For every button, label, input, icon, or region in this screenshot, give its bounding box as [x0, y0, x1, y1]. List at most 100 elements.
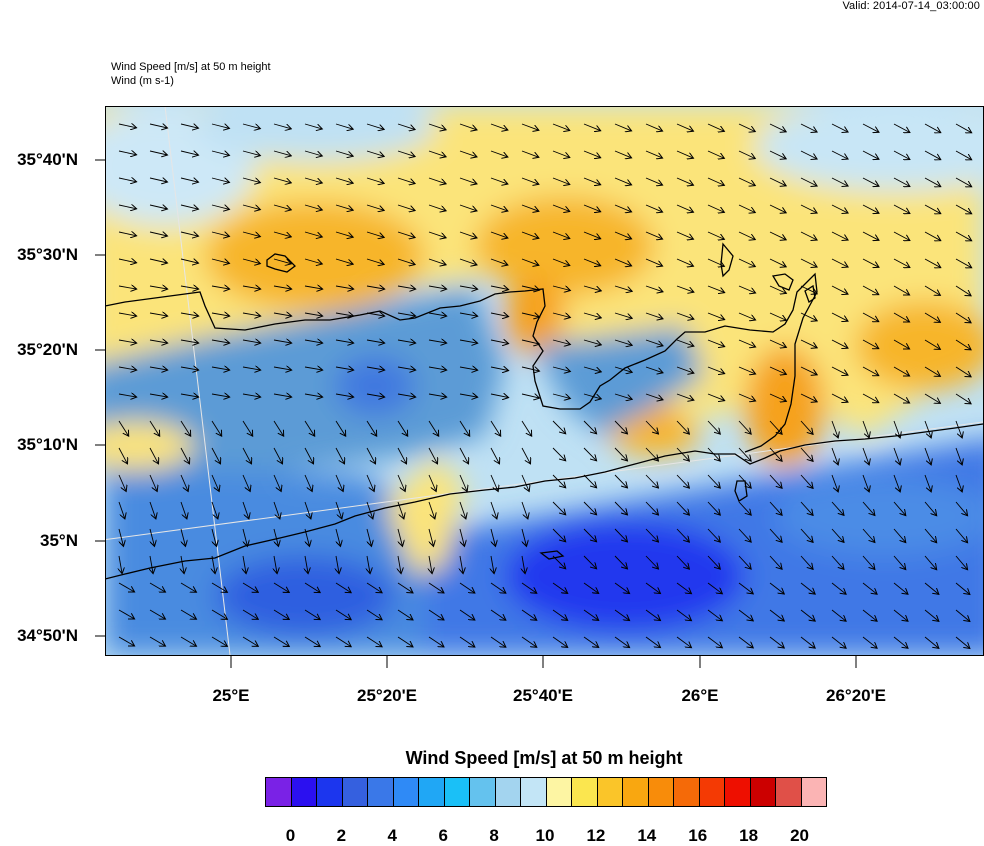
wind-arrow	[769, 582, 784, 594]
wind-arrow	[149, 420, 160, 436]
wind-arrow	[800, 609, 815, 621]
wind-arrow	[769, 366, 786, 374]
wind-arrow	[893, 231, 910, 241]
wind-arrow	[955, 528, 968, 543]
wind-arrow	[521, 501, 528, 519]
wind-arrow	[211, 474, 219, 492]
wind-arrow	[614, 474, 628, 488]
wind-arrow	[397, 313, 416, 316]
wind-arrow	[397, 609, 413, 620]
wind-arrow	[893, 420, 900, 438]
wind-arrow	[119, 555, 122, 574]
wind-arrow	[242, 501, 249, 519]
wind-arrow	[676, 393, 694, 400]
wind-arrow	[614, 582, 630, 594]
wind-arrow	[149, 501, 156, 519]
wind-arrow	[366, 367, 385, 370]
legend-label: 0	[285, 826, 296, 845]
legend-swatch	[623, 778, 649, 806]
wind-vectors	[119, 124, 972, 649]
wind-arrow	[800, 393, 817, 402]
wind-arrow	[273, 340, 292, 343]
wind-arrow	[242, 258, 260, 264]
wind-arrow	[459, 528, 465, 546]
wind-arrow	[583, 312, 601, 318]
wind-arrow	[521, 286, 540, 290]
wind-arrow	[645, 582, 661, 594]
wind-arrow	[211, 178, 230, 182]
wind-arrow	[521, 340, 540, 344]
wind-arrow	[366, 447, 376, 464]
wind-arrow	[955, 609, 970, 622]
wind-arrow	[924, 123, 941, 133]
wind-arrow	[676, 636, 692, 648]
wind-arrow	[738, 636, 753, 648]
legend-label: 18	[739, 826, 759, 845]
legend-swatch	[750, 778, 776, 806]
wind-arrow	[118, 420, 129, 436]
wind-arrow	[955, 339, 971, 350]
wind-arrow	[304, 231, 322, 237]
wind-arrow	[893, 312, 910, 322]
wind-arrow	[212, 555, 215, 574]
wind-arrow	[893, 393, 910, 403]
wind-arrow	[583, 231, 601, 239]
wind-arrow	[893, 528, 906, 543]
lon-label-25: 25°E	[212, 686, 250, 705]
wind-arrow	[676, 447, 689, 461]
wind-arrow	[862, 447, 869, 465]
wind-arrow	[862, 123, 879, 132]
wind-arrow	[428, 394, 447, 397]
wind-arrow	[149, 447, 159, 464]
wind-arrow	[366, 123, 384, 129]
wind-arrow	[273, 474, 281, 492]
wind-arrow	[955, 231, 972, 241]
wind-arrow	[831, 636, 846, 648]
wind-arrow	[955, 555, 968, 570]
wind-arrow	[955, 312, 971, 323]
wind-arrow	[366, 150, 384, 156]
wind-arrow	[862, 204, 879, 213]
wind-arrow	[304, 204, 322, 210]
wind-arrow	[273, 636, 289, 647]
wind-arrow	[862, 258, 879, 267]
wind-arrow	[614, 555, 628, 569]
wind-arrow	[428, 340, 447, 343]
wind-arrow	[180, 474, 188, 492]
wind-arrow	[831, 366, 848, 375]
wind-arrow	[459, 636, 475, 647]
wind-arrow	[273, 420, 284, 436]
wind-arrow	[180, 286, 199, 289]
wind-arrow	[924, 582, 939, 594]
wind-arrow	[398, 555, 401, 574]
legend-swatch	[470, 778, 496, 806]
wind-arrow	[614, 393, 632, 399]
wind-arrow	[583, 636, 599, 647]
wind-arrow	[707, 150, 724, 158]
wind-arrow	[459, 231, 477, 238]
wind-arrow	[645, 339, 663, 346]
wind-arrow	[924, 258, 941, 268]
wind-arrow	[118, 636, 135, 646]
wind-arrow	[180, 205, 199, 209]
wind-arrow	[397, 123, 415, 130]
wind-arrow	[335, 286, 354, 289]
wind-arrow	[490, 609, 506, 620]
wind-arrow	[367, 555, 370, 574]
wind-arrow	[366, 340, 385, 343]
wind-arrow	[769, 204, 786, 213]
wind-arrow	[676, 177, 694, 185]
wind-arrow	[180, 313, 199, 316]
lat-label-35: 35°N	[40, 531, 78, 550]
wind-arrow	[180, 528, 186, 546]
wind-arrow	[676, 150, 694, 158]
wind-arrow	[397, 394, 416, 397]
legend-label: 6	[438, 826, 448, 845]
lon-label-25-20: 25°20'E	[357, 686, 417, 705]
wind-arrow	[490, 420, 501, 436]
wind-arrow	[274, 555, 277, 574]
wind-arrow	[304, 258, 322, 264]
wind-arrow	[428, 447, 438, 464]
wind-arrow	[738, 366, 756, 374]
